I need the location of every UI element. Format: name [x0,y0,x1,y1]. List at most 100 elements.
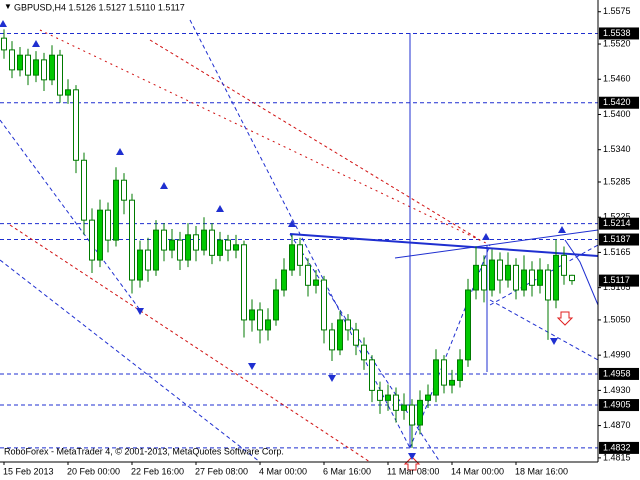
fractal [550,338,558,345]
candle-body [441,359,447,386]
candle-body [105,209,111,241]
projection [564,239,599,306]
candle-body [241,244,247,321]
x-tick-label: 18 Mar 16:00 [515,466,568,476]
y-tick-label: 1.5460 [603,74,631,84]
candle-body [201,229,207,251]
candle-body [137,249,143,281]
fractal [248,363,256,370]
candle-body [145,249,151,271]
candle-body [113,179,119,241]
x-tick-label: 22 Feb 16:00 [131,466,184,476]
trend-line [289,233,599,257]
candle-body [489,259,495,291]
candle-body [353,329,359,346]
y-tick-label: 1.5225 [603,212,631,222]
trend-line [149,39,481,241]
candle-body [257,309,263,331]
fractal [328,375,336,382]
arrow-up [403,456,421,471]
candle-body [385,394,391,401]
collapse-icon: ▼ [4,2,12,11]
level-box [599,217,639,230]
candle-body [473,264,479,291]
y-tick-label: 1.4990 [603,350,631,360]
fractal [558,226,566,233]
candle-body [505,264,511,281]
candle-body [337,319,343,351]
trend-line [0,259,261,463]
candle-body [377,389,383,401]
fractal [288,220,296,227]
level-label: 1.5538 [603,28,631,38]
candle-body [73,89,79,161]
candle-body [1,37,7,51]
candle-body [273,289,279,321]
x-tick-label: 15 Feb 2013 [3,466,54,476]
candle-body [433,359,439,396]
candle-body [65,89,71,96]
candle-body [521,269,527,291]
candle-body [9,49,15,71]
candle-body [481,264,487,291]
level-box [599,233,639,246]
candle-body [545,269,551,301]
level-box [599,27,639,40]
fractal [0,20,7,27]
fractal [116,148,124,155]
level-label: 1.4832 [603,442,631,452]
candle-body [169,239,175,251]
candle-body [401,404,407,411]
candle-body [161,229,167,251]
candle-body [97,209,103,261]
level-box [599,367,639,380]
fractal [482,233,490,240]
candle-body [249,309,255,321]
candle-body [361,344,367,361]
candle-body [529,269,535,286]
candle-body [217,239,223,256]
level-label: 1.5420 [603,97,631,107]
candle-body [569,274,575,282]
candle-body [457,359,463,381]
candle-body [17,54,23,71]
trend-line [39,29,491,246]
candle-body [33,59,39,76]
candle-body [553,254,559,301]
footer: RoboForex - MetaTrader 4, © 2001-2013, M… [4,446,284,456]
y-tick-label: 1.5520 [603,38,631,48]
fractal [136,308,144,315]
candle-body [25,54,31,76]
candle-body [305,264,311,286]
x-tick-label: 14 Mar 00:00 [451,466,504,476]
candle-body [561,254,567,276]
candle-body [537,269,543,286]
level-box [599,96,639,109]
trend-line [0,119,141,311]
y-tick-label: 1.5400 [603,109,631,119]
fractal [408,453,416,460]
fractal [160,182,168,189]
candle-body [329,329,335,351]
x-tick-label: 27 Feb 08:00 [195,466,248,476]
candle-body [289,244,295,271]
trend-line [409,244,491,449]
level-label: 1.5214 [603,218,631,228]
candle-body [297,244,303,266]
candle-body [185,234,191,261]
candle-body [409,404,415,426]
candle-body [153,229,159,271]
fractals [0,20,566,460]
candle-body [265,319,271,331]
trend-line [394,229,599,259]
candle-body [225,239,231,251]
candle-body [393,394,399,411]
candle-body [321,279,327,331]
candle-body [497,259,503,281]
level-box [599,399,639,412]
y-tick-label: 1.5105 [603,282,631,292]
candle-body [449,379,455,386]
